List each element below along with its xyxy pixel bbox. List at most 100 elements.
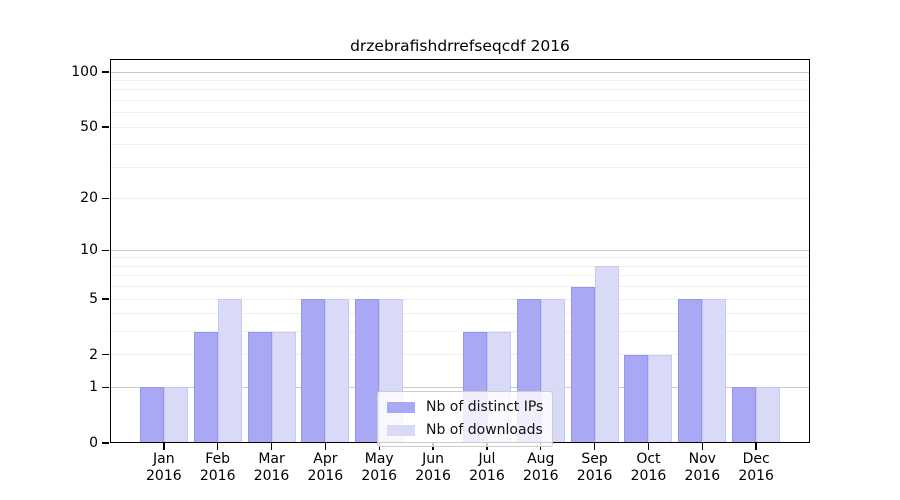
x-tick-year-jul: 2016 — [469, 468, 505, 484]
x-tick-year-jan: 2016 — [146, 468, 182, 484]
x-tick-label-aug: Aug 2016 — [509, 451, 573, 485]
bar-nb-of-downloads-oct — [648, 354, 673, 443]
x-tick-mark-feb — [216, 443, 219, 450]
y-tick-label-50: 50 — [80, 119, 98, 136]
x-tick-mark-sep — [593, 443, 596, 450]
x-tick-month-may: May — [364, 451, 394, 467]
x-tick-label-jul: Jul 2016 — [455, 451, 519, 485]
y-tick-label-20: 20 — [80, 190, 98, 207]
gridline-60 — [110, 112, 810, 114]
chart-title: drzebrafishdrrefseqcdf 2016 — [350, 37, 570, 55]
x-tick-month-mar: Mar — [258, 451, 285, 467]
bar-nb-of-downloads-mar — [271, 331, 296, 443]
x-tick-month-jul: Jul — [478, 451, 496, 467]
y-tick-label-2: 2 — [89, 346, 98, 363]
x-tick-month-feb: Feb — [205, 451, 231, 467]
y-tick-mark-0 — [102, 442, 109, 444]
x-tick-mark-oct — [647, 443, 650, 450]
gridline-50 — [110, 126, 810, 128]
y-tick-mark-10 — [102, 249, 109, 252]
y-tick-mark-5 — [102, 298, 109, 300]
gridline-1 — [110, 386, 810, 388]
x-tick-month-apr: Apr — [313, 451, 338, 467]
gridline-3 — [110, 331, 810, 333]
gridline-20 — [110, 197, 810, 199]
x-tick-label-dec: Dec 2016 — [724, 451, 788, 485]
bar-nb-of-distinct-ips-apr — [301, 299, 326, 443]
gridline-10 — [110, 249, 810, 251]
legend: Nb of distinct IPs Nb of downloads — [377, 391, 554, 447]
gridline-5 — [110, 298, 810, 300]
gridline-80 — [110, 89, 810, 91]
legend-row-downloads: Nb of downloads — [387, 422, 543, 438]
y-tick-label-10: 10 — [80, 242, 98, 259]
gridline-90 — [110, 80, 810, 82]
x-tick-month-aug: Aug — [527, 451, 555, 467]
x-tick-month-nov: Nov — [688, 451, 716, 467]
legend-swatch-downloads — [387, 424, 415, 436]
x-tick-label-mar: Mar 2016 — [240, 451, 304, 485]
y-tick-mark-50 — [102, 126, 109, 128]
x-tick-label-apr: Apr 2016 — [293, 451, 357, 485]
plot-area: Nb of distinct IPs Nb of downloads — [110, 59, 810, 447]
bar-nb-of-distinct-ips-feb — [193, 331, 218, 443]
gridline-100 — [110, 71, 810, 73]
x-tick-year-apr: 2016 — [307, 468, 344, 484]
bar-nb-of-distinct-ips-mar — [247, 331, 272, 443]
x-tick-year-sep: 2016 — [576, 468, 613, 484]
x-tick-label-nov: Nov 2016 — [670, 451, 734, 485]
bar-nb-of-downloads-jan — [163, 387, 188, 443]
y-tick-label-100: 100 — [71, 64, 98, 81]
bar-nb-of-downloads-apr — [325, 299, 350, 443]
x-tick-month-dec: Dec — [742, 451, 770, 467]
y-tick-label-1: 1 — [89, 379, 98, 396]
x-tick-mark-nov — [701, 443, 703, 450]
x-tick-label-feb: Feb 2016 — [186, 451, 250, 485]
bar-nb-of-distinct-ips-jan — [139, 387, 164, 443]
bar-nb-of-distinct-ips-sep — [570, 286, 595, 443]
x-tick-year-may: 2016 — [361, 468, 398, 484]
gridline-6 — [110, 286, 810, 288]
x-tick-mark-dec — [755, 443, 757, 450]
gridline-30 — [110, 166, 810, 168]
gridline-70 — [110, 99, 810, 101]
x-tick-year-dec: 2016 — [738, 468, 774, 484]
bar-nb-of-distinct-ips-dec — [732, 387, 757, 443]
y-tick-label-0: 0 — [89, 435, 98, 451]
gridline-40 — [110, 144, 810, 146]
x-tick-mark-apr — [324, 443, 327, 450]
y-tick-mark-2 — [102, 354, 109, 356]
x-tick-label-jun: Jun 2016 — [401, 451, 465, 485]
bar-nb-of-downloads-sep — [594, 266, 619, 443]
gridline-2 — [110, 354, 810, 356]
x-tick-year-nov: 2016 — [684, 468, 721, 484]
x-tick-year-oct: 2016 — [630, 468, 667, 484]
y-tick-mark-100 — [102, 71, 109, 73]
x-tick-label-sep: Sep 2016 — [563, 451, 627, 485]
legend-swatch-distinct-ips — [387, 401, 415, 413]
bar-nb-of-distinct-ips-may — [355, 299, 380, 443]
x-tick-mark-jan — [163, 443, 165, 450]
x-tick-year-aug: 2016 — [522, 468, 559, 484]
gridline-8 — [110, 265, 810, 267]
gridline-9 — [110, 257, 810, 259]
x-tick-month-jan: Jan — [153, 451, 175, 467]
x-tick-month-oct: Oct — [636, 451, 661, 467]
y-tick-mark-20 — [102, 197, 109, 200]
gridline-7 — [110, 275, 810, 277]
x-tick-label-oct: Oct 2016 — [616, 451, 680, 485]
bar-nb-of-distinct-ips-oct — [624, 354, 649, 443]
gridline-4 — [110, 313, 810, 315]
legend-label-distinct-ips: Nb of distinct IPs — [426, 399, 544, 415]
legend-label-downloads: Nb of downloads — [426, 422, 543, 438]
x-tick-month-jun: Jun — [422, 451, 444, 467]
y-tick-label-5: 5 — [89, 291, 98, 308]
bar-nb-of-downloads-feb — [217, 299, 242, 443]
x-tick-year-mar: 2016 — [253, 468, 290, 484]
x-tick-year-feb: 2016 — [199, 468, 236, 484]
x-tick-month-sep: Sep — [581, 451, 608, 467]
bar-nb-of-downloads-nov — [702, 299, 727, 443]
x-tick-label-may: May 2016 — [347, 451, 411, 485]
x-tick-mark-mar — [270, 443, 273, 450]
